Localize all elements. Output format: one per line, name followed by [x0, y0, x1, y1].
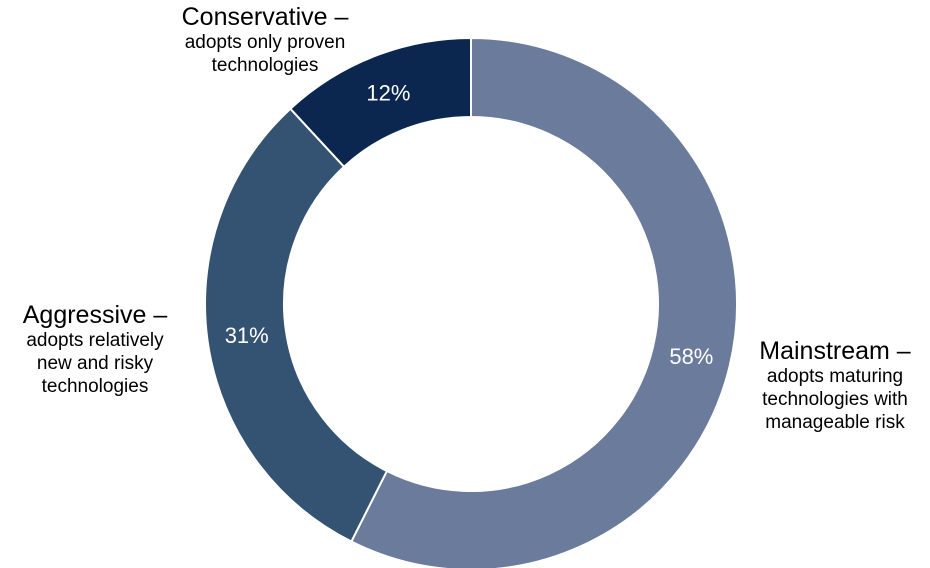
- slice-desc-line: technologies with: [762, 388, 908, 410]
- slice-desc-line: new and risky: [36, 352, 154, 374]
- slice-desc-line: adopts only proven: [184, 32, 346, 53]
- slice-name: Aggressive –: [22, 301, 168, 329]
- slice-name: Mainstream –: [759, 337, 911, 365]
- slice-percentage: 58%: [669, 344, 713, 369]
- slice-desc-line: technologies: [211, 54, 319, 76]
- slice-label-conservative: Conservative – adopts only proven techno…: [150, 2, 380, 78]
- slice-name: Conservative –: [181, 3, 349, 31]
- slice-desc-line: adopts relatively: [26, 330, 164, 351]
- slice-desc-line: adopts maturing: [766, 366, 904, 387]
- donut-slices: [204, 36, 738, 568]
- donut-slice: [204, 107, 389, 543]
- slice-desc-line: manageable risk: [765, 411, 905, 433]
- donut-slice: [288, 36, 472, 169]
- slice-percentage: 31%: [225, 323, 269, 348]
- slice-label-mainstream: Mainstream – adopts maturing technologie…: [745, 336, 925, 434]
- slice-label-aggressive: Aggressive – adopts relatively new and r…: [5, 300, 185, 398]
- slice-desc-line: technologies: [41, 375, 149, 397]
- slice-percentage: 12%: [366, 81, 410, 106]
- donut-slice: [350, 36, 738, 568]
- percentage-labels: 58% 31% 12%: [225, 81, 714, 369]
